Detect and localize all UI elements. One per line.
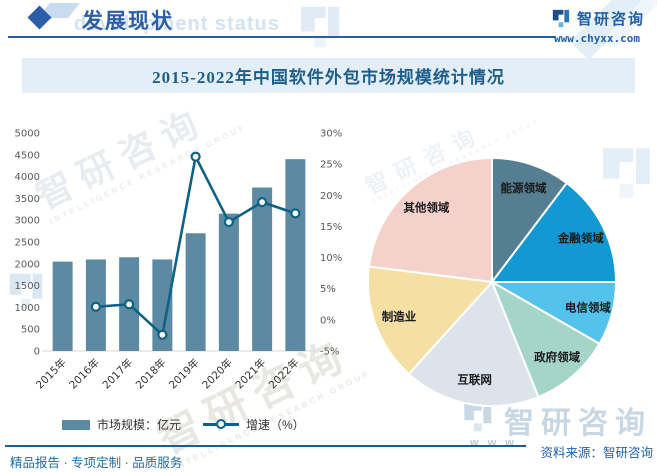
brand-website: www.chyxx.com: [553, 32, 641, 45]
svg-text:1500: 1500: [15, 281, 40, 292]
svg-text:其他领域: 其他领域: [403, 201, 449, 215]
svg-text:2022年: 2022年: [266, 356, 302, 392]
svg-text:能源领域: 能源领域: [501, 181, 547, 195]
section-title: 发展现状: [82, 10, 174, 33]
brand-name: 智研咨询: [577, 11, 646, 28]
svg-text:2500: 2500: [15, 238, 40, 249]
chart-title: 2015-2022年中国软件外包市场规模统计情况: [152, 68, 505, 87]
svg-text:30%: 30%: [320, 129, 342, 140]
svg-text:2016年: 2016年: [66, 356, 102, 392]
svg-text:0%: 0%: [320, 315, 336, 326]
footer-divider-line: [5, 445, 526, 447]
chart-title-band: 2015-2022年中国软件外包市场规模统计情况: [22, 58, 635, 93]
svg-text:25%: 25%: [320, 160, 342, 171]
svg-text:2000: 2000: [15, 259, 40, 270]
footer-services-text: 精品报告 · 专项定制 · 品质服务: [10, 456, 183, 470]
svg-text:0: 0: [34, 347, 40, 358]
svg-text:2020年: 2020年: [199, 356, 235, 392]
svg-text:-5%: -5%: [320, 347, 339, 358]
line-legend-swatch: [203, 419, 240, 430]
svg-text:20%: 20%: [320, 191, 342, 202]
brand-block: 智研咨询 www.chyxx.com: [549, 7, 645, 45]
svg-text:1000: 1000: [15, 303, 40, 314]
svg-text:2017年: 2017年: [100, 356, 136, 392]
svg-text:2018年: 2018年: [133, 356, 169, 392]
svg-text:2021年: 2021年: [233, 356, 269, 392]
watermark-www-text: w w w .: [470, 437, 529, 449]
svg-text:制造业: 制造业: [382, 309, 417, 323]
svg-text:4000: 4000: [15, 172, 40, 183]
market-size-combo-chart: 0 500 1000 1500 2000 2500 3000 3500 4000 4500 5000…: [15, 129, 343, 392]
svg-text:4500: 4500: [15, 150, 40, 161]
svg-text:15%: 15%: [320, 222, 342, 233]
bar-legend-swatch: [62, 419, 90, 430]
header-divider-line: [8, 36, 556, 38]
brand-logo-icon: [552, 9, 570, 28]
svg-text:2015年: 2015年: [33, 356, 69, 392]
line-legend-marker: [216, 419, 227, 429]
svg-text:10%: 10%: [320, 253, 342, 264]
svg-text:5000: 5000: [15, 129, 40, 140]
chart-legend: 市场规模：亿元 增速（%）: [62, 416, 305, 433]
bar-legend-label: 市场规模：亿元: [97, 418, 182, 432]
svg-text:3000: 3000: [15, 216, 40, 227]
svg-text:金融领域: 金融领域: [557, 231, 604, 245]
line-legend-label: 增速（%）: [246, 418, 305, 432]
svg-text:政府领域: 政府领域: [534, 350, 580, 364]
section-title-ghost-text: development status: [74, 13, 280, 35]
svg-text:3500: 3500: [15, 194, 40, 205]
svg-text:互联网: 互联网: [457, 373, 492, 387]
svg-text:电信领域: 电信领域: [565, 301, 611, 315]
data-source-text: 资料来源：智研咨询: [540, 446, 653, 460]
svg-text:500: 500: [21, 325, 40, 336]
svg-text:5%: 5%: [320, 284, 336, 295]
brand-watermark-icon: [292, 0, 346, 54]
svg-text:2019年: 2019年: [166, 356, 202, 392]
